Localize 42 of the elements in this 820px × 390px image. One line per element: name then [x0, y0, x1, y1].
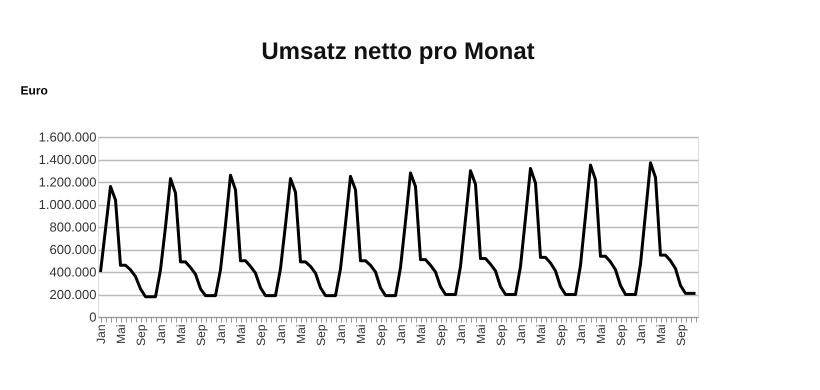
chart-title: Umsatz netto pro Monat	[261, 38, 535, 65]
x-tick-label: Mai	[234, 324, 248, 344]
x-tick-label: Sep	[554, 324, 568, 346]
x-tick-label: Mai	[174, 324, 188, 344]
x-tick-label: Jan	[514, 324, 528, 344]
x-tick-label: Jan	[394, 324, 408, 344]
line-series	[99, 161, 697, 298]
x-tick-label: Sep	[674, 324, 688, 346]
x-tick-label: Sep	[134, 324, 148, 346]
x-tick-label: Jan	[574, 324, 588, 344]
x-tick-label: Jan	[454, 324, 468, 344]
y-tick-label: 1.000.000	[38, 197, 96, 212]
x-tick-label: Jan	[274, 324, 288, 344]
x-tick-label: Sep	[194, 324, 208, 346]
x-tick-label: Mai	[354, 324, 368, 344]
x-tick-label: Jan	[94, 324, 108, 344]
x-tick-label: Mai	[294, 324, 308, 344]
x-tick-label: Mai	[414, 324, 428, 344]
x-tick-label: Sep	[614, 324, 628, 346]
x-tick-label: Mai	[114, 324, 128, 344]
y-axis-title: Euro	[20, 84, 48, 98]
y-tick-label: 400.000	[50, 264, 96, 280]
x-tick-label: Mai	[474, 324, 488, 344]
y-tick-label: 200.000	[50, 287, 96, 302]
x-tick-label: Mai	[654, 324, 668, 344]
y-tick-label: 0	[89, 310, 96, 324]
x-tick-label: Sep	[374, 324, 388, 346]
x-tick-label: Sep	[434, 324, 448, 346]
y-tick-label: 600.000	[50, 242, 96, 257]
y-tick-label: 1.600.000	[38, 130, 96, 144]
y-tick-label: 1.200.000	[38, 174, 96, 190]
x-tick-label: Sep	[254, 324, 268, 346]
x-tick-label: Jan	[214, 324, 228, 344]
y-tick-label: 800.000	[50, 220, 96, 234]
x-tick-label: Jan	[154, 324, 168, 344]
y-tick-label: 1.400.000	[38, 152, 96, 167]
x-tick-label: Jan	[334, 324, 348, 344]
x-tick-label: Mai	[534, 324, 548, 344]
x-tick-label: Mai	[594, 324, 608, 344]
x-tick-label: Sep	[314, 324, 328, 346]
x-tick-label: Sep	[494, 324, 508, 346]
x-tick-label: Jan	[634, 324, 648, 344]
